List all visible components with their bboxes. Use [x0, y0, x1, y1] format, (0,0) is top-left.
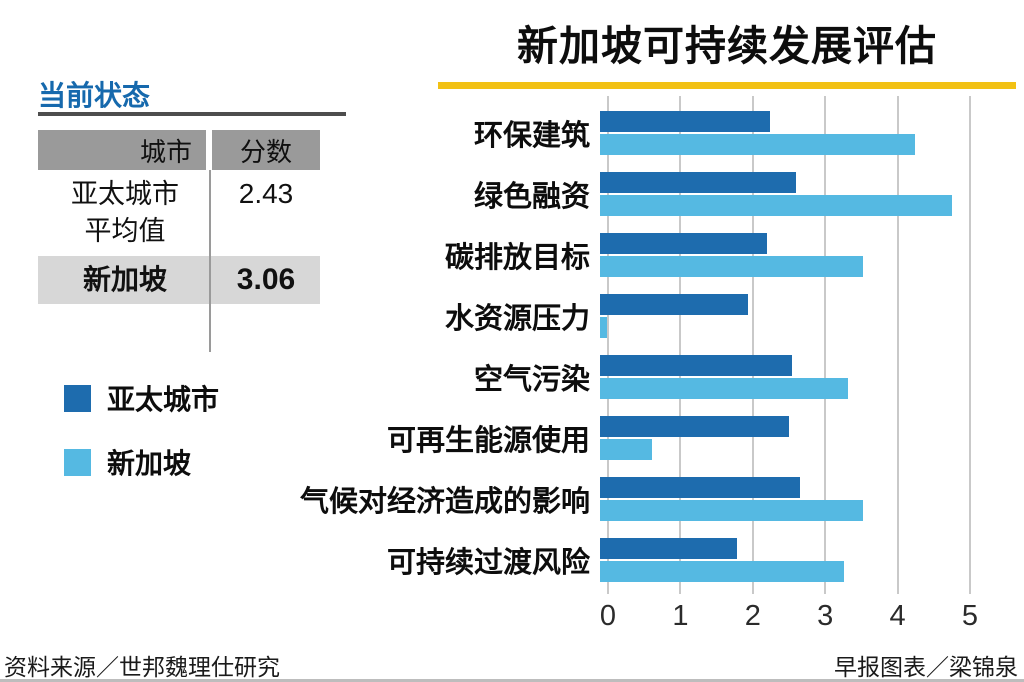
bar-亚太城市: [600, 354, 793, 376]
footer-source: 资料来源／世邦魏理仕研究: [4, 654, 280, 680]
legend-swatch-singapore: [64, 448, 91, 476]
bar-group: [600, 415, 970, 460]
plot-gridlines: [607, 96, 971, 594]
bar-亚太城市: [600, 110, 771, 132]
bar-group: [600, 354, 970, 399]
gridline: [679, 96, 682, 594]
chart-rows: 环保建筑绿色融资碳排放目标水资源压力空气污染可再生能源使用气候对经济造成的影响可…: [230, 102, 970, 590]
table-row-highlight: 新加坡 3.06: [38, 256, 320, 304]
category-label: 碳排放目标: [444, 241, 590, 274]
cell-score: 2.43: [238, 178, 294, 209]
chart-title: 新加坡可持续发展评估: [438, 12, 1016, 89]
category-label: 绿色融资: [473, 180, 590, 213]
table-row: 亚太城市 平均值 2.43: [38, 170, 320, 256]
chart-row: 绿色融资: [230, 163, 970, 224]
chart-row: 环保建筑: [230, 102, 970, 163]
bar-亚太城市: [600, 171, 797, 193]
cell-city: 新加坡: [82, 264, 167, 295]
footer-credit: 早报图表／梁锦泉: [834, 654, 1018, 680]
bar-group: [600, 476, 970, 521]
bar-新加坡: [600, 438, 652, 460]
x-tick-label: 0: [599, 600, 617, 632]
bar-亚太城市: [600, 537, 737, 559]
chart-title-block: 新加坡可持续发展评估: [438, 12, 1016, 89]
status-table: 城市 分数 亚太城市 平均值 2.43 新加坡 3.06: [38, 130, 320, 304]
cell-score: 3.06: [236, 263, 296, 296]
category-label: 可持续过渡风险: [386, 546, 590, 579]
bar-group: [600, 171, 970, 216]
x-tick-label: 3: [817, 600, 834, 632]
legend-label: 亚太城市: [107, 384, 220, 415]
x-tick-label: 2: [744, 600, 761, 632]
chart-row: 可持续过渡风险: [230, 529, 970, 590]
x-tick-label: 5: [961, 600, 979, 632]
legend-swatch-apac: [64, 384, 91, 412]
bar-group: [600, 110, 970, 155]
bar-group: [600, 232, 970, 277]
bar-group: [600, 537, 970, 582]
category-label: 可再生能源使用: [386, 424, 590, 457]
header-score: 分数: [212, 130, 320, 170]
x-axis: 0 1 2 3 4 5: [600, 600, 978, 634]
bar-新加坡: [600, 316, 608, 338]
bar-新加坡: [600, 255, 863, 277]
chart-row: 水资源压力: [230, 285, 970, 346]
chart-row: 碳排放目标: [230, 224, 970, 285]
bar-亚太城市: [600, 476, 800, 498]
gridline: [896, 96, 899, 594]
header-city: 城市: [38, 130, 206, 170]
status-heading: 当前状态: [38, 80, 151, 111]
bar-新加坡: [600, 133, 915, 155]
category-label: 空气污染: [473, 363, 590, 396]
gridline: [607, 96, 609, 594]
legend-item: 新加坡: [64, 442, 219, 482]
chart-row: 气候对经济造成的影响: [230, 468, 970, 529]
legend: 亚太城市 新加坡: [64, 378, 219, 506]
bar-亚太城市: [600, 293, 748, 315]
bar-新加坡: [600, 560, 845, 582]
x-tick-label: 1: [672, 600, 689, 632]
footer-divider: [0, 679, 1024, 682]
bar-新加坡: [600, 499, 863, 521]
category-label: 环保建筑: [473, 119, 590, 152]
category-label: 气候对经济造成的影响: [299, 485, 590, 518]
bar-group: [600, 293, 970, 338]
legend-item: 亚太城市: [64, 378, 219, 418]
chart-row: 可再生能源使用: [230, 407, 970, 468]
chart-row: 空气污染: [230, 346, 970, 407]
gridline: [751, 96, 754, 594]
bar-亚太城市: [600, 415, 789, 437]
gridline: [969, 96, 971, 594]
legend-label: 新加坡: [107, 448, 192, 479]
bar-新加坡: [600, 194, 952, 216]
cell-city: 亚太城市 平均值: [71, 179, 179, 246]
x-tick-label: 4: [889, 600, 906, 632]
bar-亚太城市: [600, 232, 767, 254]
category-label: 水资源压力: [444, 302, 590, 335]
table-column-divider: [209, 170, 211, 352]
status-heading-underline: [38, 112, 346, 116]
status-table-header: 城市 分数: [38, 130, 320, 170]
gridline: [824, 96, 827, 594]
bar-新加坡: [600, 377, 848, 399]
